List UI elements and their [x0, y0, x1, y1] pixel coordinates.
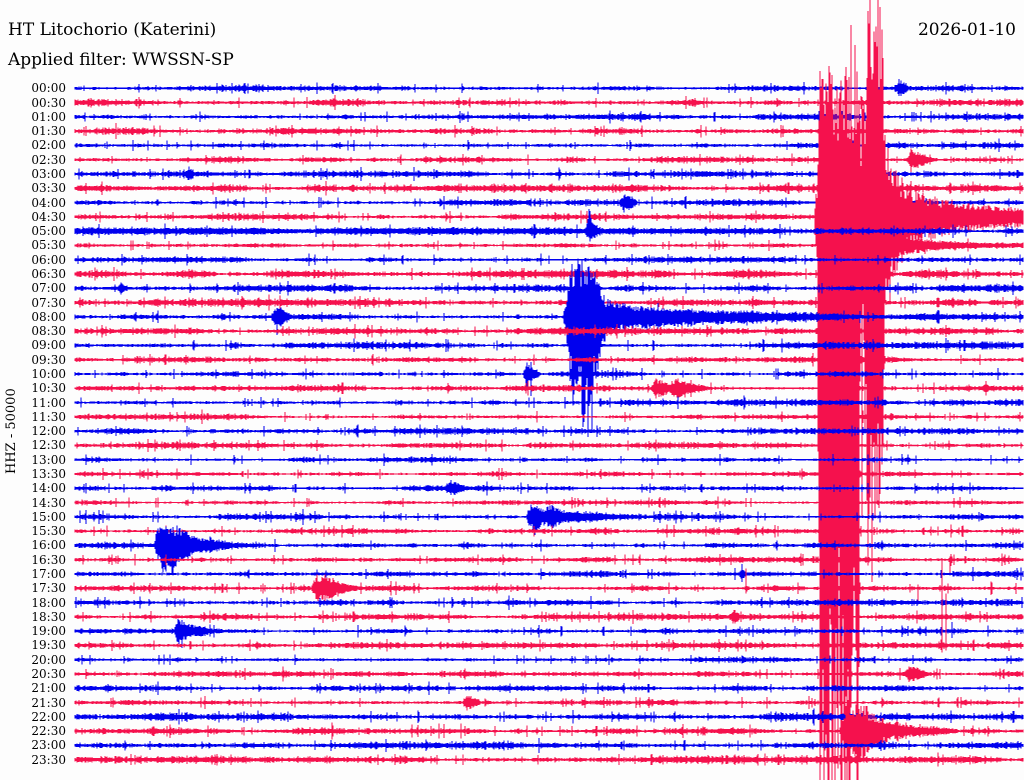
row-time-label: 20:00	[31, 652, 66, 667]
row-time-label: 19:00	[31, 624, 66, 639]
trace-row-02:00	[74, 138, 1024, 153]
trace-row-08:30	[74, 323, 1024, 339]
row-time-label: 05:30	[31, 238, 66, 253]
trace-row-03:30	[74, 181, 1024, 196]
row-time-label: 01:00	[31, 109, 66, 124]
row-time-label: 09:00	[31, 338, 66, 353]
trace-row-15:30	[74, 524, 1024, 538]
date-label: 2026-01-10	[917, 20, 1016, 40]
row-time-label: 18:00	[31, 595, 66, 610]
row-time-label: 05:00	[31, 224, 66, 239]
row-time-label: 12:30	[31, 438, 66, 453]
row-time-label: 11:00	[31, 395, 66, 410]
trace-row-22:00	[74, 708, 1024, 726]
row-time-label: 10:30	[31, 381, 66, 396]
trace-row-10:00	[74, 362, 1024, 396]
trace-row-16:00	[74, 525, 1024, 576]
trace-row-11:30	[74, 409, 1024, 425]
row-time-label: 16:30	[31, 552, 66, 567]
station-title: HT Litochorio (Katerini)	[8, 20, 217, 40]
trace-row-06:00	[74, 253, 1024, 267]
row-time-label: 06:00	[31, 252, 66, 267]
row-time-label: 04:00	[31, 195, 66, 210]
trace-row-01:30	[74, 123, 1024, 140]
row-time-label: 10:00	[31, 367, 66, 381]
row-time-label: 15:00	[31, 509, 66, 524]
row-time-label: 22:30	[31, 724, 66, 739]
row-time-label: 02:30	[31, 152, 66, 167]
row-time-label: 11:30	[31, 409, 66, 424]
row-time-label: 14:00	[31, 481, 66, 496]
trace-row-04:30	[74, 0, 1024, 780]
row-time-label: 21:30	[31, 695, 66, 710]
trace-row-20:30	[74, 666, 1024, 682]
row-time-label: 12:00	[31, 424, 66, 439]
trace-row-14:00	[74, 479, 1024, 496]
trace-row-08:00	[74, 258, 1024, 437]
row-time-label: 20:30	[31, 666, 66, 681]
row-time-label: 17:30	[31, 581, 66, 596]
trace-row-09:00	[74, 337, 1024, 353]
trace-row-00:00	[74, 78, 1024, 96]
row-time-label: 07:30	[31, 295, 66, 310]
row-time-label: 15:30	[31, 524, 66, 539]
row-time-label: 17:00	[31, 566, 66, 581]
trace-row-13:00	[74, 453, 1024, 466]
trace-row-21:30	[74, 696, 1024, 711]
trace-row-05:00	[74, 209, 1024, 242]
row-time-label: 09:30	[31, 352, 66, 367]
row-time-label: 22:00	[31, 709, 66, 724]
trace-row-22:30	[74, 699, 1024, 762]
trace-row-17:30	[74, 568, 1024, 603]
trace-row-00:30	[74, 95, 1024, 111]
row-time-label: 23:30	[31, 752, 66, 767]
row-time-label: 00:00	[31, 81, 66, 96]
trace-row-12:00	[74, 424, 1024, 438]
trace-row-19:00	[74, 619, 1024, 649]
trace-row-10:30	[74, 378, 1024, 399]
row-time-label: 23:00	[31, 738, 66, 753]
trace-row-14:30	[74, 496, 1024, 509]
row-time-label: 13:30	[31, 466, 66, 481]
trace-row-06:30	[74, 267, 1024, 281]
trace-row-01:00	[74, 110, 1024, 124]
row-time-label: 16:00	[31, 538, 66, 553]
trace-row-18:30	[74, 609, 1024, 624]
row-time-label: 18:30	[31, 609, 66, 624]
row-time-label: 19:30	[31, 638, 66, 653]
trace-row-13:30	[74, 467, 1024, 481]
trace-row-03:00	[74, 166, 1024, 181]
row-time-label: 07:00	[31, 281, 66, 296]
trace-row-18:00	[74, 595, 1024, 610]
trace-row-21:00	[74, 681, 1024, 695]
row-time-label: 03:00	[31, 167, 66, 181]
trace-row-19:30	[74, 559, 1024, 653]
applied-filter-label: Applied filter: WWSSN-SP	[8, 50, 234, 70]
trace-row-15:00	[74, 504, 1024, 535]
row-time-label: 08:00	[31, 309, 66, 324]
trace-row-12:30	[74, 439, 1024, 452]
trace-row-11:00	[74, 395, 1024, 410]
row-time-label: 02:00	[31, 138, 66, 153]
trace-row-05:30	[74, 236, 1024, 258]
trace-row-07:00	[74, 281, 1024, 296]
row-time-label: 08:30	[31, 324, 66, 339]
row-time-label: 03:30	[31, 181, 66, 196]
trace-row-17:00	[74, 564, 1024, 582]
row-time-label: 13:00	[31, 452, 66, 467]
row-time-label: 01:30	[31, 124, 66, 139]
row-time-label: 00:30	[31, 95, 66, 110]
row-time-label: 04:30	[31, 209, 66, 224]
trace-row-09:30	[74, 352, 1024, 367]
trace-row-20:00	[74, 654, 1024, 665]
trace-row-23:30	[74, 752, 1024, 767]
row-time-label: 06:30	[31, 267, 66, 281]
row-time-label: 14:30	[31, 495, 66, 510]
trace-row-02:30	[74, 148, 1024, 173]
trace-row-16:30	[74, 553, 1024, 574]
trace-row-23:00	[74, 738, 1024, 753]
row-time-label: 21:00	[31, 681, 66, 696]
